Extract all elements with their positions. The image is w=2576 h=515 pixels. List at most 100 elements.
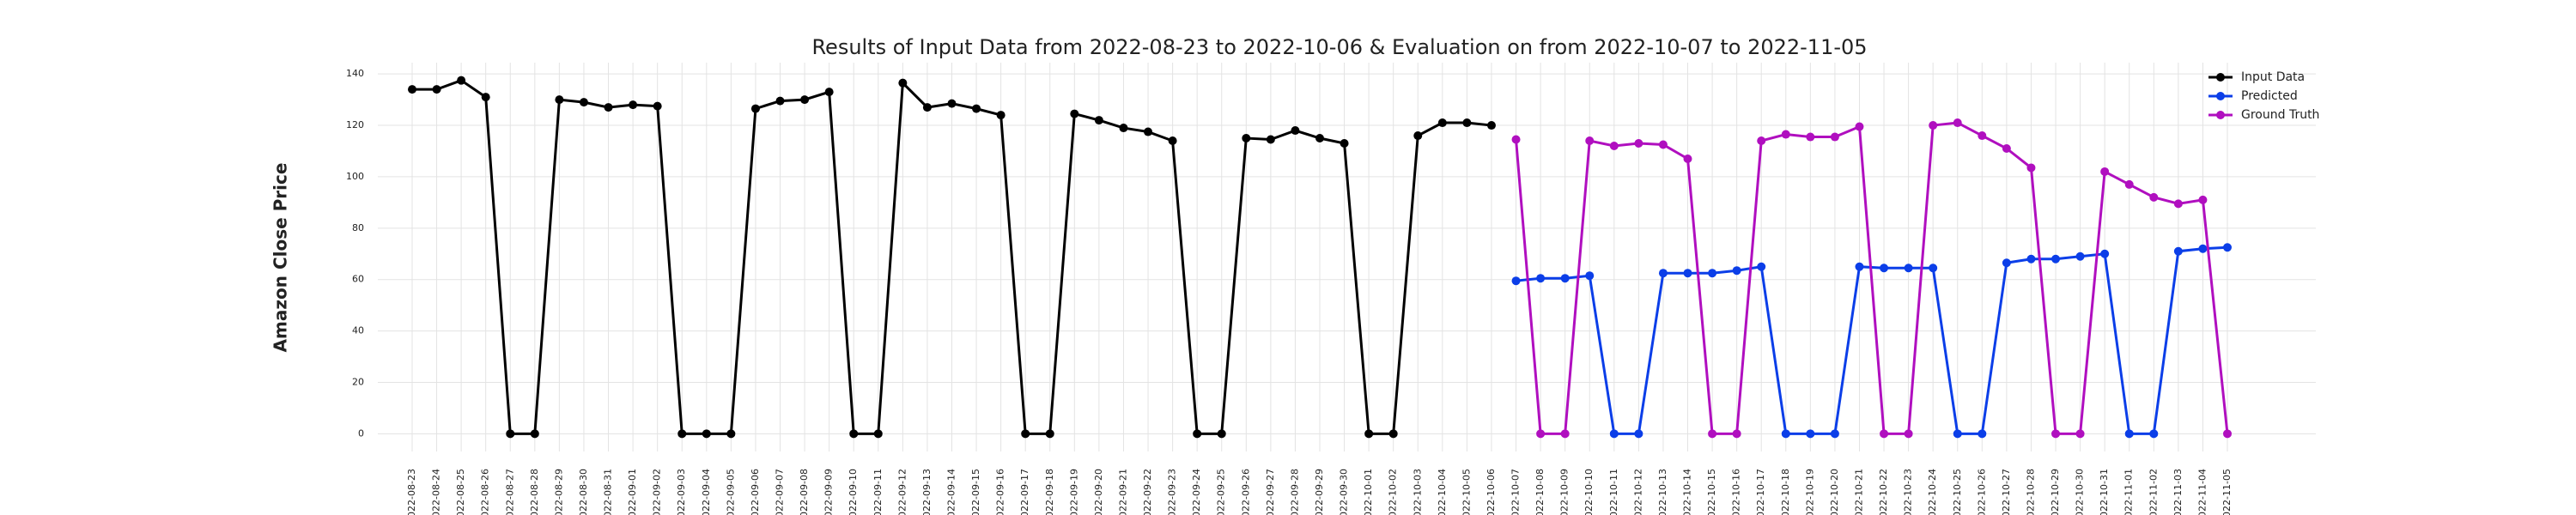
x-tick-label: 2022-09-04 <box>701 469 712 515</box>
point <box>1855 262 1864 271</box>
point <box>898 78 908 88</box>
point <box>2173 199 2183 209</box>
x-tick-label: 2022-11-02 <box>2148 469 2159 515</box>
point <box>726 429 736 439</box>
x-tick-label: 2022-10-02 <box>1388 469 1399 515</box>
x-tick-label: 2022-08-26 <box>480 469 491 515</box>
x-tick-label: 2022-09-22 <box>1142 469 1153 515</box>
x-tick-label: 2022-08-25 <box>455 469 466 515</box>
point <box>604 103 613 112</box>
y-tick-label: 0 <box>358 427 364 439</box>
point <box>1830 132 1839 142</box>
legend-label: Ground Truth <box>2241 108 2319 122</box>
point <box>1978 429 1987 439</box>
point <box>555 95 564 105</box>
point <box>2198 244 2208 253</box>
x-tick-label: 2022-09-09 <box>823 469 835 515</box>
point <box>2223 243 2232 252</box>
x-tick-label: 2022-09-10 <box>848 469 859 515</box>
x-tick-label: 2022-08-31 <box>603 469 614 515</box>
point <box>1094 116 1103 125</box>
x-tick-label: 2022-09-30 <box>1339 469 1350 515</box>
point <box>2002 258 2011 268</box>
x-tick-label: 2022-09-19 <box>1068 469 1079 515</box>
x-tick-label: 2022-09-28 <box>1289 469 1300 515</box>
point <box>2124 179 2134 189</box>
point <box>653 101 662 111</box>
y-tick-label: 20 <box>352 376 364 387</box>
point <box>1560 274 1570 283</box>
point <box>2223 429 2232 439</box>
x-tick-label: 2022-09-26 <box>1240 469 1251 515</box>
x-tick-label: 2022-09-17 <box>1019 469 1030 515</box>
x-tick-label: 2022-10-15 <box>1706 469 1717 515</box>
point <box>579 98 588 107</box>
x-tick-label: 2022-08-28 <box>529 469 540 515</box>
point <box>2051 254 2061 264</box>
x-tick-label: 2022-09-01 <box>627 469 638 515</box>
point <box>2002 144 2011 154</box>
x-tick-label: 2022-10-30 <box>2075 469 2086 515</box>
x-tick-label: 2022-08-23 <box>406 469 417 515</box>
point <box>1609 142 1619 151</box>
x-tick-label: 2022-10-05 <box>1461 469 1472 515</box>
point <box>1388 429 1398 439</box>
point <box>1045 429 1054 439</box>
x-tick-label: 2022-10-20 <box>1829 469 1840 515</box>
point <box>1144 127 1153 136</box>
x-tick-label: 2022-10-24 <box>1927 469 1938 515</box>
point <box>1904 429 1913 439</box>
point <box>2124 429 2134 439</box>
point <box>1634 429 1643 439</box>
legend-marker <box>2216 92 2225 100</box>
point <box>1757 262 1766 271</box>
point <box>1609 429 1619 439</box>
x-tick-label: 2022-10-25 <box>1952 469 1963 515</box>
point <box>2051 429 2061 439</box>
point <box>750 104 760 113</box>
x-tick-label: 2022-09-16 <box>995 469 1006 515</box>
point <box>873 429 883 439</box>
y-tick-label: 140 <box>346 68 364 79</box>
x-tick-label: 2022-10-18 <box>1780 469 1791 515</box>
x-tick-label: 2022-09-29 <box>1314 469 1325 515</box>
point <box>432 85 441 94</box>
point <box>1536 274 1546 283</box>
x-tick-label: 2022-09-21 <box>1117 469 1128 515</box>
x-tick-label: 2022-09-23 <box>1167 469 1178 515</box>
point <box>849 429 859 439</box>
point <box>1732 429 1741 439</box>
point <box>1486 121 1496 130</box>
x-tick-label: 2022-11-03 <box>2172 469 2184 515</box>
x-tick-label: 2022-09-08 <box>799 469 810 515</box>
x-tick-label: 2022-10-28 <box>2025 469 2036 515</box>
x-tick-label: 2022-09-14 <box>945 469 957 515</box>
point <box>1585 136 1595 146</box>
point <box>1585 271 1595 281</box>
x-tick-label: 2022-08-30 <box>578 469 589 515</box>
x-tick-label: 2022-11-01 <box>2123 469 2135 515</box>
point <box>1536 429 1546 439</box>
x-tick-label: 2022-10-27 <box>2001 469 2012 515</box>
x-tick-label: 2022-09-11 <box>872 469 884 515</box>
point <box>1683 269 1692 278</box>
x-tick-label: 2022-09-20 <box>1093 469 1104 515</box>
x-tick-label: 2022-10-13 <box>1657 469 1668 515</box>
x-tick-label: 2022-08-29 <box>553 469 564 515</box>
point <box>1119 124 1128 133</box>
point <box>2075 251 2085 261</box>
point <box>1806 429 1815 439</box>
point <box>1781 130 1790 139</box>
point <box>2149 192 2159 202</box>
point <box>1708 429 1717 439</box>
point <box>1315 134 1324 143</box>
point <box>1168 136 1177 146</box>
x-tick-label: 2022-08-27 <box>504 469 515 515</box>
x-tick-label: 2022-11-04 <box>2196 469 2208 515</box>
x-tick-label: 2022-10-11 <box>1608 469 1619 515</box>
x-tick-label: 2022-10-09 <box>1559 469 1571 515</box>
point <box>1634 139 1643 148</box>
point <box>922 103 932 112</box>
y-tick-label: 100 <box>346 171 364 182</box>
point <box>530 429 539 439</box>
